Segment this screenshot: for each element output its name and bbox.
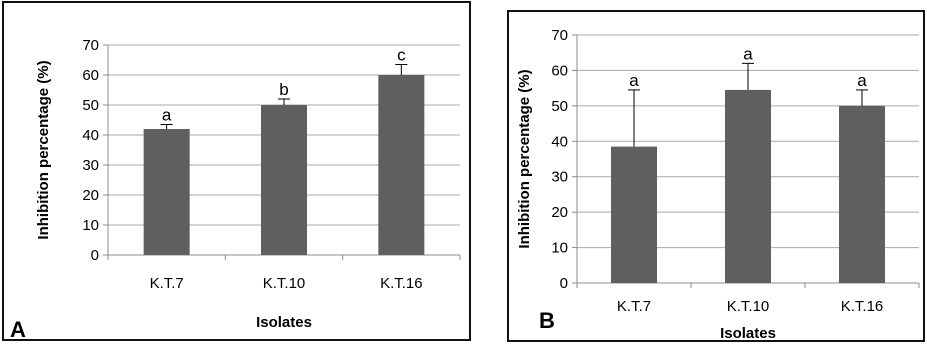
x-tick-label: K.T.10 [727,298,770,315]
significance-label: a [743,44,753,63]
chart-panel-b: 0 10 20 30 40 50 60 70 a K.T.7 a K.T.10 a K.T.16 Isola… [507,10,925,342]
significance-label: b [279,80,288,99]
x-tick-label: K.T.10 [263,275,306,292]
y-axis-title: Inhibition percentage (%) [516,69,533,248]
y-tick-label: 10 [82,217,99,234]
y-tick-label: 70 [82,37,99,54]
x-tick-label: K.T.7 [617,298,651,315]
y-tick-label: 60 [551,62,568,79]
significance-label: c [397,46,406,65]
bar [143,129,190,255]
y-tick-label: 50 [551,98,568,115]
y-tick-label: 0 [560,275,568,292]
y-tick-label: 0 [91,247,99,264]
chart-b-svg: 0 10 20 30 40 50 60 70 a K.T.7 a K.T.10 a K.T.16 Isola… [516,27,920,342]
significance-label: a [857,71,867,90]
y-axis-title: Inhibition percentage (%) [35,60,52,239]
chart-panel-a: 0 10 20 30 40 50 60 70 a K.T.7 b K.T.10 c K.T.16 Isola… [2,1,471,342]
significance-label: a [162,106,172,125]
bar [261,105,307,255]
bar [611,146,657,283]
y-tick-label: 20 [551,204,568,221]
y-tick-label: 70 [551,27,568,44]
chart-a-svg: 0 10 20 30 40 50 60 70 a K.T.7 b K.T.10 c K.T.16 Isola… [10,37,461,342]
y-tick-label: 40 [551,133,568,150]
x-tick-label: K.T.16 [841,298,884,315]
y-tick-label: 50 [82,97,99,114]
x-tick-label: K.T.16 [380,275,423,292]
x-axis-title: Isolates [720,325,776,342]
y-tick-label: 30 [82,157,99,174]
y-tick-label: 40 [82,127,99,144]
y-tick-label: 30 [551,169,568,186]
y-tick-label: 20 [82,187,99,204]
significance-label: a [629,71,639,90]
panel-letter: A [10,317,26,342]
y-tick-label: 10 [551,240,568,257]
x-tick-label: K.T.7 [150,275,184,292]
panel-letter: B [539,308,555,333]
bar [378,75,425,255]
bar [725,89,771,284]
y-tick-label: 60 [82,67,99,84]
bar [839,105,885,283]
x-axis-title: Isolates [256,314,312,331]
